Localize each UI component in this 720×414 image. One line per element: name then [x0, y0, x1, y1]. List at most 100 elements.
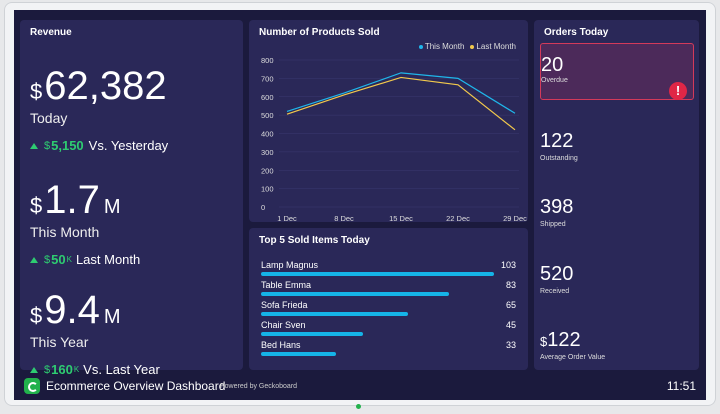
overdue-label: Overdue [541, 77, 568, 84]
item-name: Bed Hans [261, 340, 301, 350]
currency-symbol: $ [30, 79, 43, 104]
revenue-year-label: This Year [30, 334, 89, 350]
alert-icon: ! [669, 82, 687, 100]
delta-suffix: K [66, 255, 72, 264]
item-bar [261, 272, 494, 276]
delta-suffix: K [73, 365, 80, 374]
clock: 11:51 [666, 379, 696, 393]
item-bar [261, 292, 449, 296]
revenue-year-delta: $ 160 K Vs. Last Year [30, 362, 160, 377]
received-value: 520 [540, 263, 574, 285]
delta-value: 160 [51, 362, 73, 377]
item-value: 103 [500, 260, 516, 270]
y-tick-label: 500 [261, 111, 274, 120]
currency-symbol: $ [540, 334, 548, 349]
revenue-month-value: 1.7 [44, 178, 100, 222]
item-value: 45 [505, 320, 516, 330]
series-line-this-month [286, 72, 516, 114]
y-tick-label: 700 [261, 74, 274, 83]
item-name: Table Emma [261, 280, 312, 290]
item-bar-track [261, 352, 494, 356]
products-chart-panel: Number of Products Sold This Month Last … [249, 20, 528, 222]
y-tick-label: 600 [261, 93, 274, 102]
legend-last-month: Last Month [470, 42, 516, 51]
revenue-panel: Revenue $ 62,382 Today $ 5,150 Vs. Yeste… [20, 20, 243, 377]
item-bar-track [261, 332, 494, 336]
top5-row: Sofa Frieda 65 [261, 300, 516, 320]
x-tick-label: 8 Dec [334, 214, 354, 222]
revenue-today: $ 62,382 Today $ 5,150 Vs. Yesterday [30, 66, 168, 153]
received-label: Received [540, 288, 570, 295]
x-tick-label: 22 Dec [446, 214, 470, 222]
shipped-value: 398 [540, 196, 574, 218]
top5-row: Table Emma 83 [261, 280, 516, 300]
y-tick-label: 300 [261, 148, 274, 157]
delta-text: Vs. Last Year [83, 362, 160, 377]
y-tick-label: 400 [261, 130, 274, 139]
dashboard-footer: Ecommerce Overview Dashboard Powered by … [14, 374, 706, 400]
outstanding-value: 122 [540, 130, 574, 152]
item-name: Sofa Frieda [261, 300, 308, 310]
top5-row: Chair Sven 45 [261, 320, 516, 340]
avg-order-value: $122 [540, 329, 581, 352]
overdue-value: 20 [541, 54, 564, 76]
revenue-month-label: This Month [30, 224, 100, 240]
y-tick-label: 100 [261, 185, 274, 194]
x-tick-label: 15 Dec [389, 214, 413, 222]
y-tick-label: 800 [261, 56, 274, 65]
delta-currency: $ [44, 363, 51, 376]
revenue-today-delta: $ 5,150 Vs. Yesterday [30, 138, 168, 153]
y-tick-label: 200 [261, 166, 274, 175]
shipped-label: Shipped [540, 221, 566, 228]
chart-title: Number of Products Sold [259, 27, 380, 38]
line-chart: 0 100 200 300 400 500 600 700 800 1 Dec 8 Dec 15 De… [261, 56, 527, 222]
item-bar-track [261, 292, 494, 296]
dashboard-screen: Revenue $ 62,382 Today $ 5,150 Vs. Yeste… [14, 10, 706, 400]
item-name: Chair Sven [261, 320, 306, 330]
delta-text: Last Month [75, 252, 141, 267]
item-value: 65 [505, 300, 516, 310]
delta-value: 5,150 [51, 138, 84, 153]
orders-panel: Orders Today 20 Overdue ! 122 Outstandin… [534, 20, 699, 370]
currency-symbol: $ [30, 193, 43, 218]
series-line-last-month [286, 76, 516, 131]
currency-symbol: $ [30, 303, 43, 328]
revenue-year-value: 9.4 [44, 288, 100, 332]
up-arrow-icon [30, 366, 38, 373]
item-bar [261, 352, 336, 356]
powered-by: Powered by Geckoboard [220, 383, 298, 390]
top5-title: Top 5 Sold Items Today [259, 235, 370, 246]
legend-this-month: This Month [418, 42, 464, 51]
delta-currency: $ [44, 139, 51, 152]
revenue-month-suffix: M [103, 196, 121, 218]
avg-order-label: Average Order Value [540, 354, 606, 361]
item-value: 83 [505, 280, 516, 290]
revenue-title: Revenue [30, 27, 72, 38]
y-tick-label: 0 [261, 203, 265, 212]
item-bar-track [261, 272, 494, 276]
up-arrow-icon [30, 142, 38, 149]
x-tick-label: 29 Dec [503, 214, 527, 222]
orders-title: Orders Today [544, 27, 609, 38]
x-tick-label: 1 Dec [277, 214, 297, 222]
tv-power-indicator [356, 404, 361, 409]
item-bar [261, 332, 363, 336]
avg-order-number: 122 [547, 329, 581, 351]
overdue-card[interactable]: 20 Overdue ! [540, 43, 694, 100]
up-arrow-icon [30, 256, 38, 263]
top5-row: Lamp Magnus 103 [261, 260, 516, 280]
delta-value: 50 [51, 252, 66, 267]
item-bar-track [261, 312, 494, 316]
top5-row: Bed Hans 33 [261, 340, 516, 360]
item-bar [261, 312, 409, 316]
item-value: 33 [505, 340, 516, 350]
revenue-today-label: Today [30, 110, 68, 126]
delta-currency: $ [44, 253, 51, 266]
item-name: Lamp Magnus [261, 260, 319, 270]
revenue-year-suffix: M [103, 306, 121, 328]
revenue-month: $ 1.7 M This Month $ 50 K Last Month [30, 180, 140, 267]
delta-text: Vs. Yesterday [88, 138, 169, 153]
geckoboard-logo-icon [24, 378, 40, 394]
revenue-today-value: 62,382 [44, 64, 167, 108]
outstanding-label: Outstanding [540, 155, 578, 162]
